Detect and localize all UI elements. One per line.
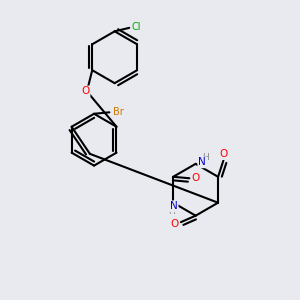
Text: O: O [170,220,178,230]
Text: N: N [170,201,178,211]
Text: H: H [202,153,209,162]
Text: O: O [81,86,90,96]
Text: O: O [220,149,228,159]
Text: Cl: Cl [131,22,141,32]
Text: N: N [198,158,206,167]
Text: Br: Br [113,107,124,117]
Text: H: H [168,207,175,216]
Text: O: O [192,173,200,183]
